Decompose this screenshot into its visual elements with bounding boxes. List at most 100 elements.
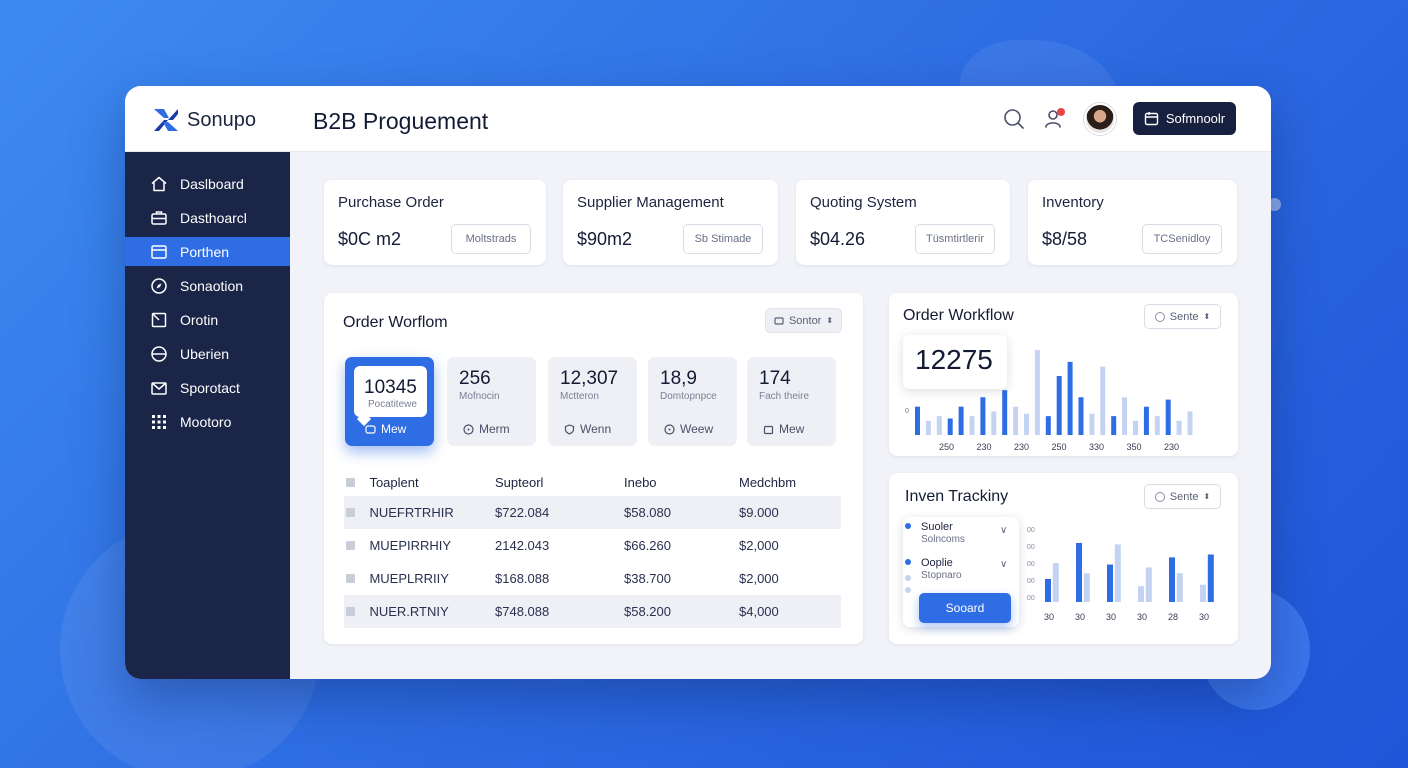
table-cell: $58.080 (624, 496, 739, 529)
table-header[interactable]: Medchbm (739, 468, 841, 496)
tile-value: 18,9 (660, 368, 697, 389)
stat-value: $0C m2 (338, 229, 402, 249)
workflow-tile[interactable]: 256 Mofnocin Merm (447, 357, 536, 446)
tile-subtitle: Mofnocin (459, 391, 500, 402)
checkbox[interactable] (346, 574, 355, 583)
x-tick-label: 230 (1014, 442, 1029, 452)
header-action-label: Sofmnoolr (1165, 111, 1226, 126)
workflow-tile[interactable]: 18,9 Domtopnpce Weew (648, 357, 737, 446)
table-header[interactable]: Toaplent (344, 468, 495, 496)
tile-footer: Mew (365, 422, 406, 436)
inventory-tracking-card: Inven Trackiny Sente ⬍ 00 00 00 00 00 30 30 30 3… (889, 473, 1238, 644)
tile-subtitle: Mctteron (560, 391, 599, 402)
inventory-filter-dropdown[interactable]: Suoler Solncoms ∨ Ooplie Stopnaro ∨ Sooa… (903, 517, 1019, 627)
chart-bar (1100, 366, 1106, 435)
sidebar-item-dashboard[interactable]: Daslboard (125, 169, 290, 198)
table-header[interactable]: Supteorl (495, 468, 624, 496)
table-cell: $58.200 (624, 595, 739, 628)
dropdown-option-label[interactable]: Ooplie (921, 557, 953, 569)
sidebar-item-mootoro[interactable]: Mootoro (125, 407, 290, 436)
status-dot (905, 587, 911, 593)
sidebar-item-sonaotion[interactable]: Sonaotion (125, 271, 290, 300)
status-dot (905, 523, 911, 529)
stat-card-supplier-management[interactable]: Supplier Management $90m2 Sb Stimade (563, 180, 778, 265)
stat-button[interactable]: Tüsmtirtlerir (915, 224, 995, 254)
checkbox[interactable] (346, 541, 355, 550)
sidebar-item-label: Orotin (180, 311, 219, 328)
stat-value: $8/58 (1042, 229, 1088, 249)
status-dot (905, 575, 911, 581)
app-logo[interactable]: Sonupo (151, 105, 256, 135)
top-bar: Sonupo B2B Proguement Sofmnoolr (125, 86, 1271, 152)
chart-bar (1107, 564, 1113, 602)
sidebar-item-orotin[interactable]: Orotin (125, 305, 290, 334)
chart-bar (958, 406, 964, 435)
chart-bar (1200, 584, 1206, 602)
stat-button[interactable]: Sb Stimade (683, 224, 763, 254)
sidebar-item-label: Porthen (180, 243, 230, 260)
chart-bar (969, 416, 975, 435)
window-icon (151, 244, 167, 259)
sort-dropdown[interactable]: Sontor ⬍ (765, 308, 842, 333)
table-row[interactable]: NUER.RTNIY $748.088 $58.200 $4,000 (344, 595, 841, 628)
dropdown-option-label[interactable]: Suoler (921, 521, 953, 533)
table-header[interactable]: Inebo (624, 468, 739, 496)
workflow-tile[interactable]: 12,307 Mctteron Wenn (548, 357, 637, 446)
stat-title: Quoting System (810, 194, 917, 211)
sort-dropdown[interactable]: Sente ⬍ (1144, 304, 1221, 329)
stat-card-quoting-system[interactable]: Quoting System $04.26 Tüsmtirtlerir (796, 180, 1010, 265)
table-cell: MUEPLRRIIY (369, 571, 449, 586)
stat-card-purchase-order[interactable]: Purchase Order $0C m2 Moltstrads (324, 180, 546, 265)
stat-button[interactable]: Moltstrads (451, 224, 531, 254)
sidebar-item-sporotact[interactable]: Sporotact (125, 373, 290, 402)
tile-subtitle: Pocatitewe (368, 399, 417, 410)
y-tick-label: 00 (1027, 595, 1035, 602)
x-tick-label: 28 (1168, 612, 1178, 622)
chart-bar (1078, 397, 1084, 435)
chevron-down-icon[interactable]: ∨ (1000, 559, 1008, 570)
chevron-down-icon[interactable]: ∨ (1000, 525, 1008, 536)
chart-bar (1076, 542, 1082, 602)
y-tick-label: 00 (1027, 544, 1035, 551)
table-cell: $722.084 (495, 496, 624, 529)
workflow-tile[interactable]: 174 Fach theire Mew (747, 357, 836, 446)
x-tick-label: 30 (1044, 612, 1054, 622)
panel-title: Inven Trackiny (905, 488, 1009, 505)
box-icon (763, 425, 774, 434)
stat-value: $90m2 (577, 229, 633, 249)
chart-bar (1111, 416, 1117, 435)
tile-footer: Merm (463, 422, 510, 436)
table-row[interactable]: MUEPLRRIIY $168.088 $38.700 $2,000 (344, 562, 841, 595)
sort-dropdown[interactable]: Sente ⬍ (1144, 484, 1221, 509)
stat-card-inventory[interactable]: Inventory $8/58 TCSenidloy (1028, 180, 1237, 265)
sidebar-item-active[interactable]: Porthen (125, 237, 290, 266)
tag-icon (365, 424, 376, 434)
workflow-tile[interactable]: 10345 Pocatitewe Mew (345, 357, 434, 446)
chart-bar (1169, 557, 1175, 602)
chart-bar (1056, 376, 1062, 435)
avatar[interactable] (1084, 103, 1116, 135)
filter-icon (774, 316, 784, 325)
table-row[interactable]: NUEFRTRHIR $722.084 $58.080 $9.000 (344, 496, 841, 529)
tile-footer-label: Merm (479, 422, 510, 436)
sidebar-item-dashboard-2[interactable]: Dasthoarcl (125, 203, 290, 232)
table-cell: $2,000 (739, 538, 779, 553)
stat-title: Inventory (1042, 194, 1104, 211)
checkbox[interactable] (346, 508, 355, 517)
checkbox[interactable] (346, 607, 355, 616)
header-action-button[interactable]: Sofmnoolr (1133, 102, 1236, 135)
sidebar-item-uberien[interactable]: Uberien (125, 339, 290, 368)
panel-title: Order Worflom (343, 314, 448, 331)
table-cell: NUER.RTNIY (369, 604, 449, 619)
dropdown-submit-button[interactable]: Sooard (919, 593, 1011, 623)
chart-bar (1165, 399, 1171, 435)
x-tick-label: 230 (1164, 442, 1179, 452)
grid-icon (152, 414, 166, 429)
user-icon[interactable] (1043, 108, 1065, 130)
radio-icon (1154, 311, 1165, 322)
search-icon[interactable] (1003, 108, 1025, 130)
checkbox[interactable] (346, 477, 355, 487)
stat-button[interactable]: TCSenidloy (1142, 224, 1222, 254)
app-name: Sonupo (187, 108, 256, 131)
table-row[interactable]: MUEPIRRHIY 2142.043 $66.260 $2,000 (344, 529, 841, 562)
